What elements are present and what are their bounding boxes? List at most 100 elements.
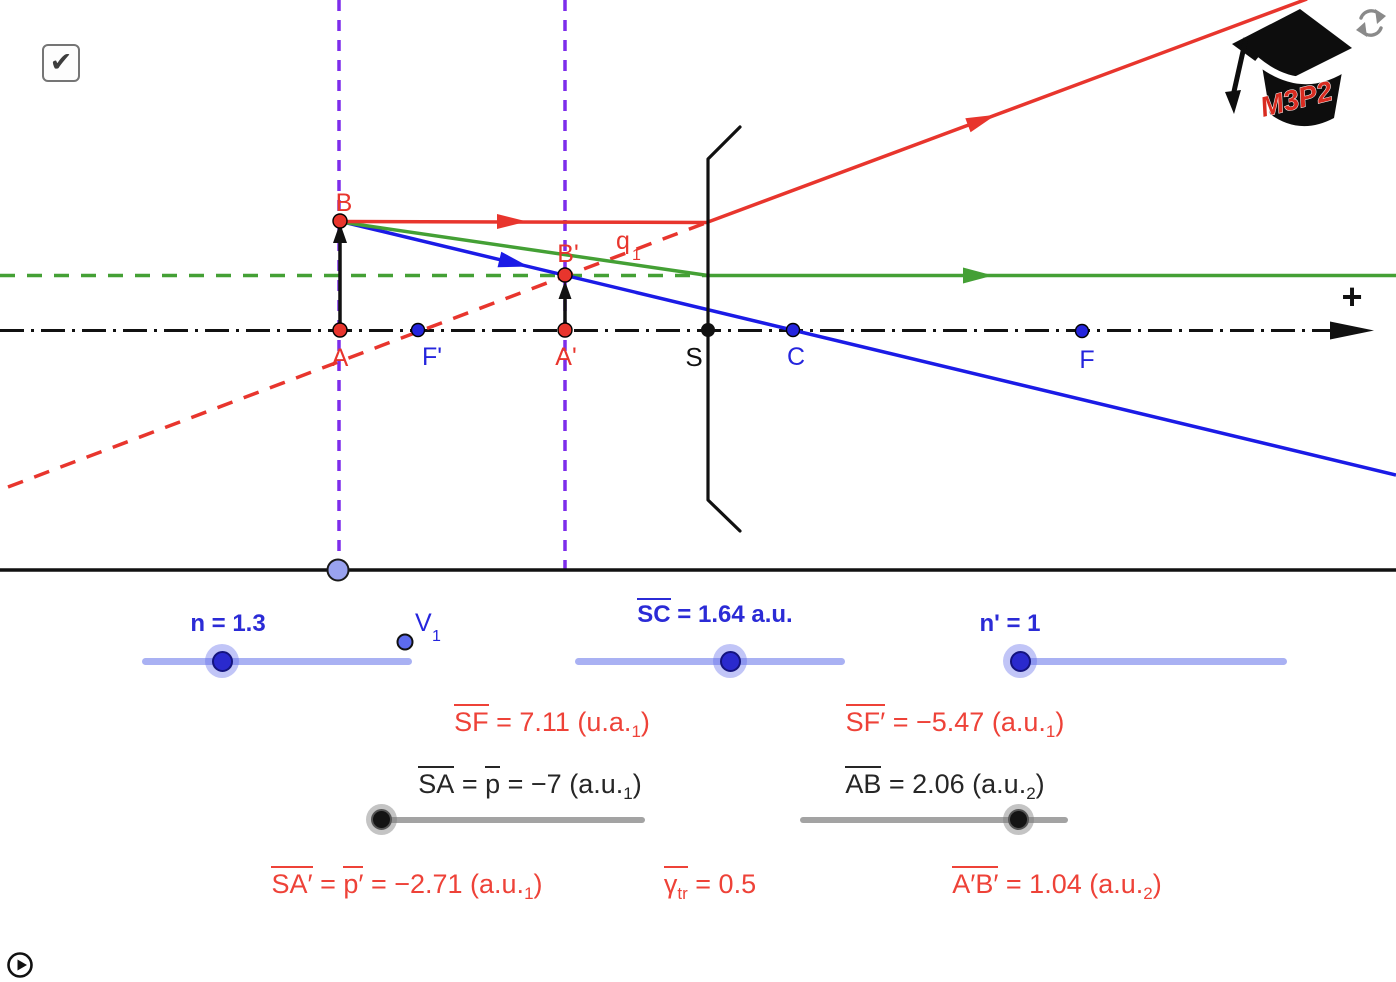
slider-np[interactable]	[1003, 644, 1287, 678]
slider-np-label: n' = 1	[979, 610, 1041, 637]
ray-label-q-sub: 1	[632, 247, 641, 264]
slider-n-label: n = 1.3	[190, 610, 266, 637]
m3p2-logo: M3P2	[1225, 9, 1352, 127]
blue-ray-arrowhead	[497, 251, 529, 268]
logo-tassel	[1230, 37, 1249, 97]
slider-sa-thumb[interactable]	[371, 809, 392, 830]
sf-end: )	[640, 707, 650, 737]
green-ray-arrowhead	[963, 267, 993, 284]
play-icon	[17, 959, 27, 971]
gamma-bar: γtr	[663, 866, 688, 902]
logo-cap-highlight	[1253, 57, 1350, 85]
axis-plus-sign: +	[1341, 276, 1362, 317]
logo-cap-band	[1262, 66, 1342, 127]
axis-arrowhead	[1330, 321, 1374, 340]
sfp-sub: 1	[1045, 722, 1056, 741]
play-button[interactable]	[5, 950, 35, 980]
red-ray-extension-dashed	[7, 220, 709, 489]
point-C	[785, 322, 801, 338]
sap-eq1: =	[312, 869, 344, 899]
point-V1[interactable]	[396, 633, 414, 651]
label-A: A	[332, 344, 349, 372]
apbp-mid: = 1.04 (a.u.	[998, 869, 1144, 899]
point-A-prime	[557, 322, 573, 338]
label-V1: V	[415, 609, 432, 637]
readout-apbp: A′B′ = 1.04 (a.u.2)	[897, 866, 1217, 903]
image-arrowhead	[558, 281, 572, 299]
apbp-end: )	[1152, 869, 1162, 899]
sa-eq1: =	[454, 769, 486, 799]
apbp-bar1: A′B′	[952, 866, 999, 898]
sa-end: )	[632, 769, 642, 799]
blue-ray	[340, 219, 1396, 477]
checkmark-icon: ✔	[49, 47, 73, 77]
slider-sa[interactable]	[366, 804, 645, 835]
red-ray-refracted-arrowhead	[965, 114, 997, 133]
sf-mid: = 7.11 (u.a.	[488, 707, 632, 737]
label-A-prime: A'	[555, 343, 576, 371]
slider-ab[interactable]	[800, 804, 1068, 835]
label-V1-sub: 1	[432, 628, 441, 645]
reset-icon-arrow-bottom	[1356, 22, 1367, 37]
label-B: B	[336, 189, 353, 217]
gamma-sub: tr	[677, 884, 688, 903]
slider-n[interactable]	[142, 644, 412, 678]
slider-sc[interactable]	[575, 644, 845, 678]
reset-icon-arrow-top	[1375, 9, 1386, 24]
slider-sc-label: SC = 1.64 a.u.	[585, 598, 845, 629]
label-F-prime: F'	[422, 343, 442, 371]
point-B[interactable]	[332, 213, 348, 229]
slider-n-thumb[interactable]	[212, 651, 233, 672]
sa-mid: = −7 (a.u.	[500, 769, 624, 799]
ray-label-q: q	[616, 227, 630, 255]
point-S	[701, 323, 715, 337]
red-ray-refracted	[707, 0, 1308, 224]
label-F: F	[1079, 346, 1094, 374]
apbp-sub: 2	[1143, 884, 1153, 903]
object-arrowhead	[333, 223, 347, 243]
sap-sub: 1	[524, 884, 534, 903]
sa-bar1: SA	[418, 766, 455, 798]
slider-ab-thumb[interactable]	[1008, 809, 1029, 830]
sa-sub: 1	[623, 784, 633, 803]
readout-sa: SA = p = −7 (a.u.1)	[370, 766, 690, 803]
sfp-end: )	[1055, 707, 1065, 737]
label-C: C	[787, 343, 805, 371]
gamma-base: γ	[663, 869, 678, 899]
point-F	[1074, 323, 1090, 339]
slider-sc-thumb[interactable]	[720, 651, 741, 672]
logo-tassel-end	[1225, 90, 1241, 114]
label-S: S	[685, 342, 702, 372]
red-ray-incident-arrowhead	[497, 214, 527, 229]
sf-bar: SF	[454, 704, 489, 736]
point-B-prime	[557, 267, 573, 283]
sc-bar: SC	[637, 598, 671, 627]
label-B-prime: B'	[557, 240, 578, 268]
readout-ab: AB = 2.06 (a.u.2)	[785, 766, 1105, 803]
sf-sub: 1	[631, 722, 641, 741]
ab-end: )	[1035, 769, 1045, 799]
ab-mid: = 2.06 (a.u.	[881, 769, 1027, 799]
readout-sf-prime: SF′ = −5.47 (a.u.1)	[795, 704, 1115, 741]
baseline-drag-point[interactable]	[326, 558, 350, 582]
reset-icon[interactable]	[1356, 9, 1386, 37]
sap-mid: = −2.71 (a.u.	[363, 869, 525, 899]
point-A[interactable]	[332, 322, 348, 338]
readout-sf: SF = 7.11 (u.a.1)	[392, 704, 712, 741]
gamma-mid: = 0.5	[687, 869, 757, 899]
slider-np-thumb[interactable]	[1010, 651, 1031, 672]
point-F-prime	[410, 322, 426, 338]
sap-bar2: p′	[343, 866, 364, 898]
readout-gamma: γtr = 0.5	[630, 866, 790, 902]
readout-sa-prime: SA′ = p′ = −2.71 (a.u.1)	[227, 866, 587, 903]
sc-rest: = 1.64 a.u.	[670, 601, 793, 628]
sfp-mid: = −5.47 (a.u.	[885, 707, 1046, 737]
sap-end: )	[533, 869, 543, 899]
sa-bar2: p	[485, 766, 501, 798]
ab-sub: 2	[1026, 784, 1036, 803]
visibility-checkbox[interactable]: ✔	[42, 44, 80, 82]
play-button-circle	[7, 952, 33, 978]
ab-bar1: AB	[845, 766, 882, 798]
